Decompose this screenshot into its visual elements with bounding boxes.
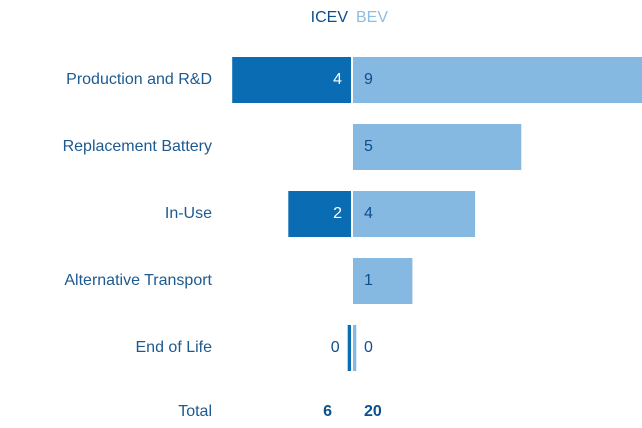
bar xyxy=(353,258,413,304)
category-label: Production and R&D xyxy=(66,71,212,88)
bar xyxy=(353,124,522,170)
category-label: In-Use xyxy=(165,205,212,222)
data-label: 4 xyxy=(364,205,373,222)
legend-label: ICEV xyxy=(311,9,349,26)
bar xyxy=(353,57,642,103)
data-label: 4 xyxy=(333,71,342,88)
bar xyxy=(353,325,357,371)
category-label: End of Life xyxy=(136,339,213,356)
bar xyxy=(347,325,351,371)
bar xyxy=(232,57,351,103)
total-label: Total xyxy=(178,403,212,420)
data-label: 0 xyxy=(364,339,373,356)
legend-label: BEV xyxy=(356,9,388,26)
bar xyxy=(288,191,351,237)
data-label: 5 xyxy=(364,138,373,155)
data-label: 0 xyxy=(331,339,340,356)
total-value: 20 xyxy=(364,403,382,420)
data-label: 1 xyxy=(364,272,373,289)
bar xyxy=(353,191,476,237)
data-label: 9 xyxy=(364,71,373,88)
category-label: Alternative Transport xyxy=(64,272,212,289)
data-label: 2 xyxy=(333,205,342,222)
total-value: 6 xyxy=(323,403,332,420)
category-label: Replacement Battery xyxy=(63,138,212,155)
